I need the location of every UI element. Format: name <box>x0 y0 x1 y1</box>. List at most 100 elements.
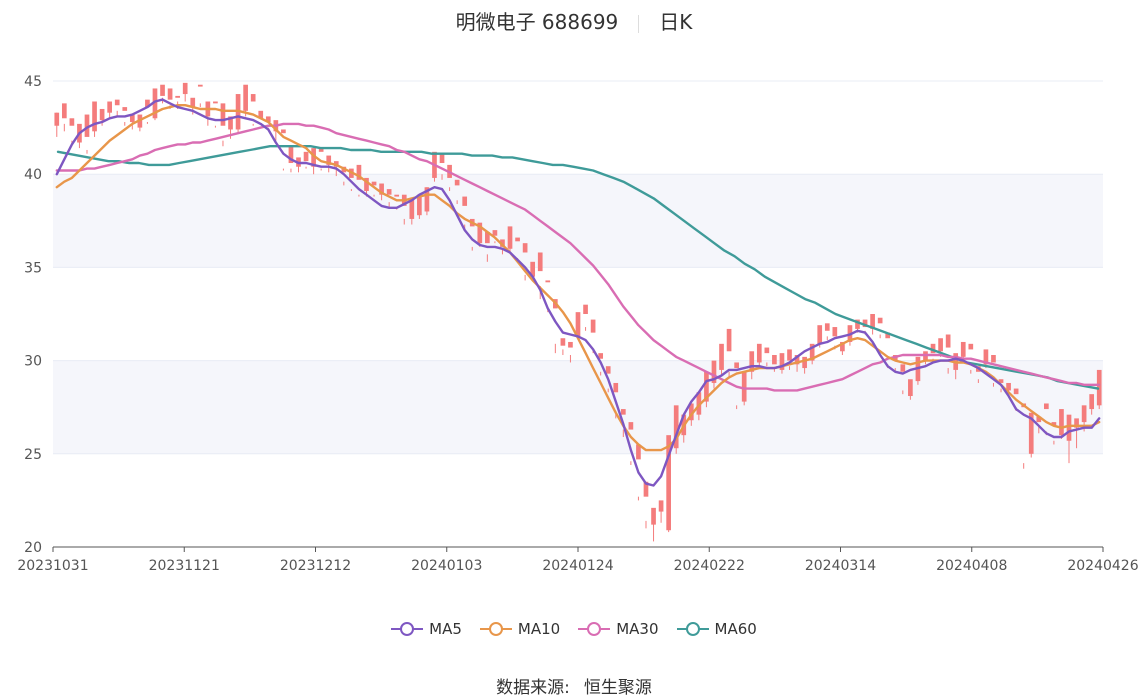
candle <box>182 82 188 102</box>
candle <box>877 317 883 339</box>
candle <box>636 444 641 501</box>
candle <box>507 226 513 253</box>
legend-ma60[interactable]: MA60 <box>676 620 757 638</box>
candle <box>356 164 362 197</box>
candle <box>1066 414 1072 464</box>
x-tick-label: 20240222 <box>674 558 745 574</box>
candle <box>598 353 604 376</box>
candle-body <box>651 507 656 525</box>
candle-body <box>281 129 286 134</box>
candle-body <box>734 362 739 369</box>
candle-body <box>613 382 619 393</box>
x-tick-label: 20240408 <box>936 558 1007 574</box>
candle <box>824 323 830 341</box>
candle-body <box>877 317 883 324</box>
candle <box>250 94 256 126</box>
ma30-line <box>55 122 1101 392</box>
candle-body <box>968 343 974 350</box>
candle <box>900 364 906 395</box>
candle-body <box>1096 369 1102 406</box>
candle-body <box>258 110 264 119</box>
candle-body <box>938 338 943 352</box>
candle-body <box>197 84 203 87</box>
legend-ma30[interactable]: MA30 <box>578 620 659 638</box>
candle-body <box>643 481 649 497</box>
candle-body <box>832 327 838 337</box>
candle-body <box>666 435 671 531</box>
candle-body <box>583 304 588 314</box>
candle-body <box>92 101 97 132</box>
legend: MA5 MA10 MA30 MA60 <box>0 620 1148 638</box>
candle-body <box>379 183 384 195</box>
candle-body <box>439 153 445 164</box>
candle <box>734 362 739 410</box>
candle-body <box>779 353 785 370</box>
candle-body <box>507 226 513 249</box>
candle-body <box>515 237 520 242</box>
candle-body <box>454 179 460 186</box>
candle-body <box>945 334 951 348</box>
candlestick-chart: 20 25 30 35 40 45 20231031 20231121 20231212 2024… <box>17 74 1138 574</box>
candle <box>628 422 634 465</box>
candle <box>439 153 445 180</box>
source-value: 恒生聚源 <box>583 678 652 698</box>
candle <box>1074 418 1079 449</box>
candle-body <box>741 371 747 402</box>
candle <box>417 194 422 219</box>
candle-body <box>84 114 90 137</box>
candle <box>756 343 762 369</box>
x-tick-label: 20240103 <box>411 558 482 574</box>
legend-ma5[interactable]: MA5 <box>391 620 462 638</box>
candle-body <box>787 349 792 361</box>
candle <box>583 304 588 331</box>
candle <box>61 103 67 132</box>
y-tick-label: 30 <box>24 354 42 370</box>
candle <box>296 157 301 173</box>
candle-body <box>160 84 165 96</box>
candle-body <box>704 371 709 402</box>
candle <box>122 107 128 126</box>
candle-body <box>152 88 158 119</box>
x-tick-label: 20231121 <box>149 558 220 574</box>
legend-label: MA30 <box>616 620 659 638</box>
candle <box>409 198 415 225</box>
candle-body <box>719 343 724 370</box>
candle-body <box>364 177 369 191</box>
candle <box>704 371 709 408</box>
candle <box>1028 412 1034 458</box>
candle-body <box>794 355 800 365</box>
candle-body <box>537 252 543 272</box>
candle-body <box>371 181 377 186</box>
candle-body <box>99 108 105 121</box>
candle-body <box>243 84 248 111</box>
candle-body <box>500 239 505 247</box>
candle <box>371 181 377 197</box>
candle-body <box>568 341 573 348</box>
candle-body <box>61 103 67 119</box>
y-tick-label: 25 <box>24 447 42 463</box>
candle-body <box>1028 412 1034 454</box>
candle-body <box>726 328 732 352</box>
legend-ma10[interactable]: MA10 <box>479 620 561 638</box>
candle-body <box>855 319 860 329</box>
candle <box>651 507 656 542</box>
candle-body <box>522 243 528 253</box>
candle <box>794 355 800 372</box>
legend-label: MA60 <box>714 620 757 638</box>
candle-body <box>590 319 596 333</box>
candle-body <box>1059 409 1064 436</box>
candle-body <box>477 222 483 244</box>
candle-body <box>1066 414 1072 441</box>
legend-label: MA10 <box>517 620 561 638</box>
candle-body <box>213 101 218 104</box>
candle-body <box>265 116 271 123</box>
candle-body <box>885 332 891 339</box>
period-label: 日K <box>659 10 693 34</box>
candle <box>787 349 792 370</box>
candle <box>968 343 974 374</box>
ma30-legend-icon <box>578 622 611 636</box>
candle <box>235 94 241 134</box>
grid-band <box>53 174 1103 268</box>
candle-body <box>1013 388 1019 395</box>
candle <box>114 99 120 117</box>
